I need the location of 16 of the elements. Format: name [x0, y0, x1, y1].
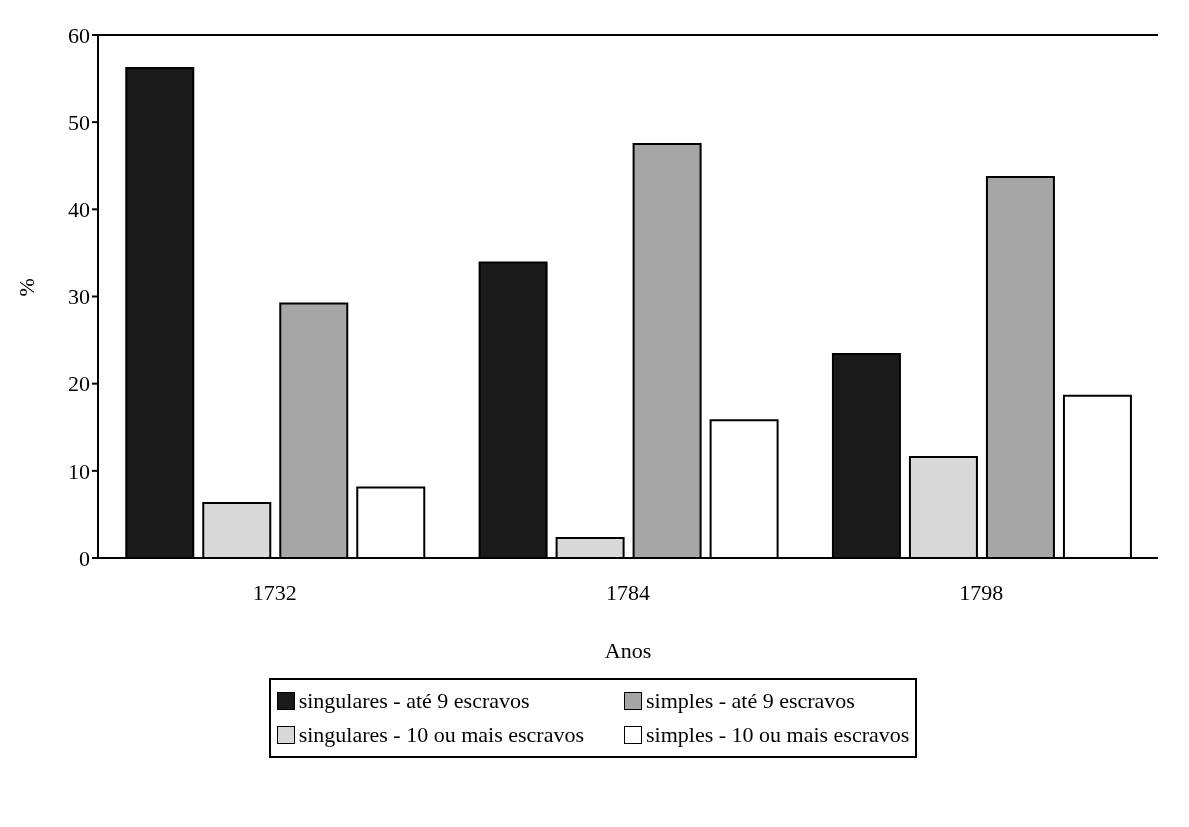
y-tick-label: 0 [79, 545, 90, 571]
x-axis-title: Anos [604, 638, 652, 663]
y-tick-label: 50 [68, 109, 90, 135]
x-tick-label: 1732 [252, 579, 297, 605]
x-tick-label: 1798 [959, 579, 1004, 605]
y-tick-label: 60 [68, 22, 90, 48]
legend-label: simples - até 9 escravos [645, 688, 855, 714]
legend-label: simples - 10 ou mais escravos [645, 722, 910, 748]
y-tick-label: 40 [68, 197, 90, 223]
y-tick-label: 30 [68, 284, 90, 310]
y-tick-label: 20 [68, 371, 90, 397]
y-axis-title: % [13, 278, 39, 297]
legend-label: singulares - 10 ou mais escravos [298, 722, 584, 748]
legend-label: singulares - até 9 escravos [298, 688, 530, 714]
y-tick-label: 10 [68, 458, 90, 484]
x-tick-label: 1784 [606, 579, 650, 605]
